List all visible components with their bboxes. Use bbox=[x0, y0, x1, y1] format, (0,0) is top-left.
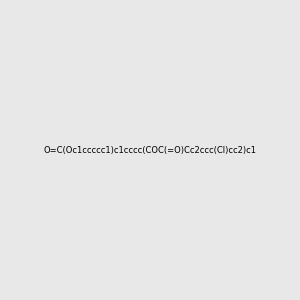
Text: O=C(Oc1ccccc1)c1cccc(COC(=O)Cc2ccc(Cl)cc2)c1: O=C(Oc1ccccc1)c1cccc(COC(=O)Cc2ccc(Cl)cc… bbox=[44, 146, 256, 154]
